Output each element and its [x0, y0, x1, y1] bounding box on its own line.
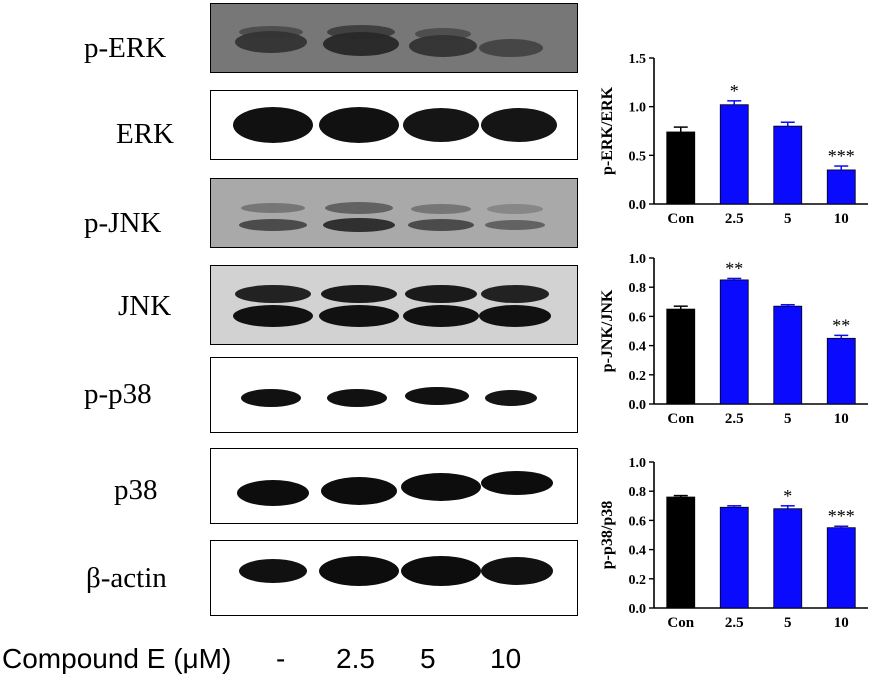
bar — [826, 337, 856, 405]
bar-chart-p-jnk-jnk: 0.0 0.2 0.4 0.6 0.8 1.0 p-JNK/JNK Con 2.5 ** 5 10 ** — [599, 252, 868, 427]
blot-label-jnk: JNK — [118, 290, 172, 322]
bar — [773, 125, 803, 205]
beta-actin-bands — [239, 556, 553, 586]
blot-label-beta-actin: β-actin — [86, 562, 167, 594]
y-tick-label: 0.4 — [629, 340, 647, 355]
p-p38-bands — [241, 387, 537, 407]
p-erk-bands — [235, 25, 543, 57]
significance-marker: ** — [725, 258, 743, 278]
y-tick-label: 0.0 — [629, 198, 647, 213]
significance-marker: *** — [828, 146, 855, 166]
y-tick-label: 0.0 — [629, 602, 647, 617]
y-tick-label: 1.0 — [629, 456, 647, 471]
x-tick-label: 10 — [834, 411, 849, 427]
y-tick-label: 0.2 — [629, 369, 647, 384]
x-tick-label: 2.5 — [725, 411, 744, 427]
significance-marker: * — [730, 81, 739, 101]
significance-marker: *** — [828, 506, 855, 526]
y-tick-label: 1.0 — [629, 252, 647, 267]
treatment-label: Compound E (μM) — [2, 643, 232, 674]
x-tick-label: 5 — [784, 211, 792, 227]
x-tick-label: 2.5 — [725, 211, 744, 227]
blot-panel-beta-actin — [210, 540, 578, 616]
x-tick-label: 2.5 — [725, 615, 744, 631]
bar — [826, 527, 856, 609]
bar — [773, 305, 803, 405]
x-tick-label: 5 — [784, 411, 792, 427]
blot-panel-p-p38 — [210, 357, 578, 433]
x-tick-label: 10 — [834, 615, 849, 631]
bar — [719, 506, 749, 609]
y-tick-label: 1.5 — [629, 52, 647, 67]
lane-label: 10 — [490, 643, 522, 674]
y-tick-label: 0.2 — [629, 573, 647, 588]
x-tick-label: Con — [667, 411, 694, 427]
p-jnk-bands — [239, 202, 545, 232]
y-axis-label: p-JNK/JNK — [599, 289, 616, 372]
y-tick-label: 0.6 — [629, 310, 647, 325]
bar — [666, 496, 696, 609]
lane-label: 5 — [420, 643, 436, 674]
bar — [719, 104, 749, 205]
x-tick-label: 10 — [834, 211, 849, 227]
p38-bands — [237, 471, 553, 506]
x-tick-label: 5 — [784, 615, 792, 631]
y-tick-label: 0.4 — [629, 544, 647, 559]
lane-label: - — [276, 643, 286, 674]
lane-label: 2.5 — [336, 643, 375, 674]
blot-label-erk: ERK — [116, 118, 174, 150]
bar — [666, 308, 696, 405]
y-tick-label: 0.0 — [629, 398, 647, 413]
erk-bands — [233, 107, 557, 143]
x-tick-label: Con — [667, 211, 694, 227]
y-tick-label: 1.0 — [629, 101, 647, 116]
blot-panel-p-jnk — [210, 178, 578, 248]
y-tick-label: 0.6 — [629, 514, 647, 529]
significance-marker: ** — [832, 315, 850, 335]
significance-marker: * — [783, 486, 792, 506]
blot-label-p-jnk: p-JNK — [84, 207, 162, 239]
y-axis-label: p-p38/p38 — [599, 501, 616, 569]
bar — [666, 131, 696, 205]
blot-panel-erk — [210, 90, 578, 160]
bar — [719, 279, 749, 405]
y-tick-label: 0.5 — [629, 149, 647, 164]
blot-panel-jnk — [210, 265, 578, 345]
bar-chart-p-p38-p38: 0.0 0.2 0.4 0.6 0.8 1.0 p-p38/p38 Con 2.5 5 * 10 *** — [599, 456, 868, 631]
x-tick-label: Con — [667, 615, 694, 631]
blot-label-p38: p38 — [114, 474, 158, 506]
jnk-bands — [233, 285, 551, 327]
bar-chart-p-erk-erk: 0.0 0.5 1.0 1.5 p-ERK/ERK Con 2.5 * 5 10 *** — [599, 52, 868, 227]
bar — [773, 508, 803, 609]
y-tick-label: 0.8 — [629, 485, 647, 500]
y-tick-label: 0.8 — [629, 281, 647, 296]
y-axis-label: p-ERK/ERK — [599, 86, 616, 175]
blot-label-p-erk: p-ERK — [84, 32, 167, 64]
blot-panel-p38 — [210, 448, 578, 524]
blot-label-p-p38: p-p38 — [84, 378, 152, 410]
blot-panel-p-erk — [210, 3, 578, 73]
bar — [826, 169, 856, 205]
